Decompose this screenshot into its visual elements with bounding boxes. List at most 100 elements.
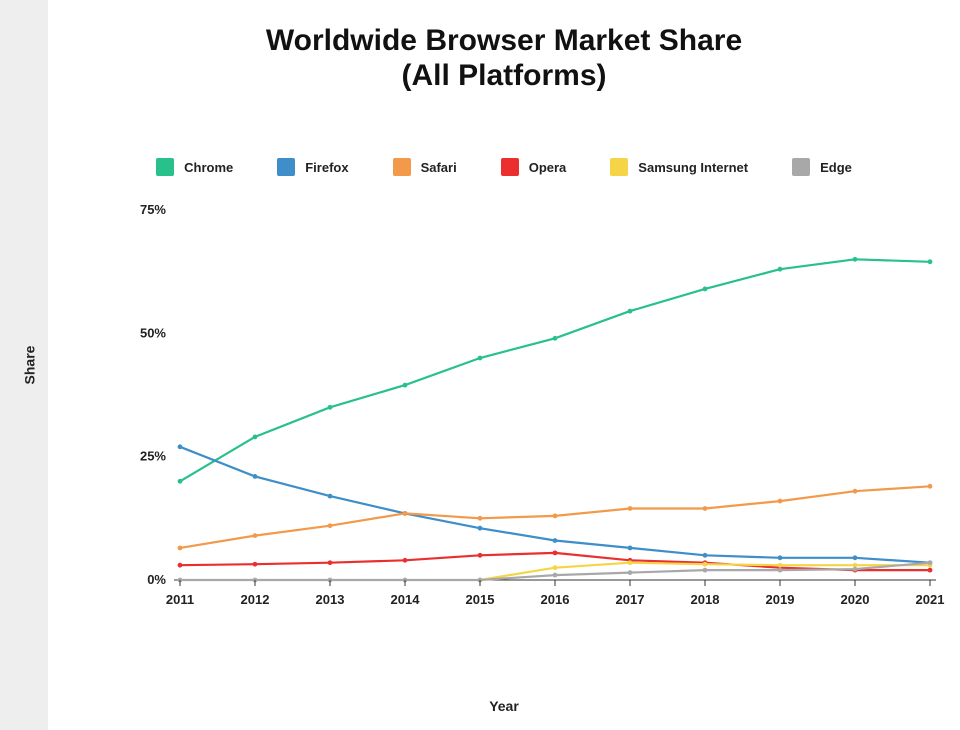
x-tick: 2012 [241, 580, 270, 607]
data-point [553, 565, 558, 570]
legend-swatch [501, 158, 519, 176]
data-point [403, 383, 408, 388]
legend-item: Opera [501, 158, 567, 176]
legend-label: Samsung Internet [638, 160, 748, 175]
chart-title-line1: Worldwide Browser Market Share [48, 24, 960, 59]
x-tick: 2014 [391, 580, 421, 607]
svg-text:2016: 2016 [541, 592, 570, 607]
legend-swatch [277, 158, 295, 176]
svg-text:2019: 2019 [766, 592, 795, 607]
y-tick: 25% [140, 449, 166, 464]
x-tick: 2017 [616, 580, 645, 607]
data-point [478, 356, 483, 361]
x-axis-label: Year [48, 698, 960, 714]
x-tick: 2020 [841, 580, 870, 607]
data-point [853, 555, 858, 560]
data-point [628, 546, 633, 551]
data-point [553, 513, 558, 518]
y-tick: 50% [140, 325, 166, 340]
data-point [478, 516, 483, 521]
chart-title: Worldwide Browser Market Share (All Plat… [48, 24, 960, 93]
y-tick: 75% [140, 202, 166, 217]
data-point [853, 257, 858, 262]
y-axis-label: Share [21, 346, 37, 385]
data-point [553, 573, 558, 578]
legend-item: Firefox [277, 158, 348, 176]
data-point [928, 484, 933, 489]
data-point [328, 560, 333, 565]
data-point [553, 538, 558, 543]
data-point [628, 570, 633, 575]
data-point [703, 553, 708, 558]
svg-text:75%: 75% [140, 202, 166, 217]
legend-label: Safari [421, 160, 457, 175]
data-point [853, 489, 858, 494]
data-point [778, 568, 783, 573]
data-point [403, 511, 408, 516]
data-point [328, 494, 333, 499]
chart-panel: Worldwide Browser Market Share (All Plat… [48, 0, 960, 730]
legend: Chrome Firefox Safari Opera Samsung Internet… [48, 158, 960, 176]
data-point [778, 563, 783, 568]
data-point [628, 560, 633, 565]
data-point [703, 562, 708, 567]
data-point [328, 405, 333, 410]
data-point [703, 506, 708, 511]
legend-item: Edge [792, 158, 852, 176]
legend-label: Firefox [305, 160, 348, 175]
data-point [928, 568, 933, 573]
x-tick: 2015 [466, 580, 495, 607]
data-point [403, 558, 408, 563]
x-tick: 2013 [316, 580, 345, 607]
legend-swatch [393, 158, 411, 176]
svg-text:2021: 2021 [916, 592, 945, 607]
line-chart-svg: 0% 25% 50% 75% 2011 2012 2013 2014 2015 2016 2017 2… [120, 200, 940, 640]
data-point [628, 309, 633, 314]
x-tick: 2021 [916, 580, 945, 607]
data-point [178, 479, 183, 484]
data-point [928, 560, 933, 565]
data-point [178, 563, 183, 568]
data-point [253, 562, 258, 567]
svg-text:2012: 2012 [241, 592, 270, 607]
data-point [928, 259, 933, 264]
data-point [778, 555, 783, 560]
svg-text:2014: 2014 [391, 592, 421, 607]
data-point [178, 444, 183, 449]
legend-item: Samsung Internet [610, 158, 748, 176]
data-point [478, 526, 483, 531]
data-point [178, 546, 183, 551]
legend-item: Safari [393, 158, 457, 176]
svg-text:2020: 2020 [841, 592, 870, 607]
plot-area: 0% 25% 50% 75% 2011 2012 2013 2014 2015 2016 2017 2… [120, 200, 940, 640]
chart-title-line2: (All Platforms) [48, 59, 960, 94]
data-point [778, 267, 783, 272]
svg-text:2017: 2017 [616, 592, 645, 607]
svg-text:2018: 2018 [691, 592, 720, 607]
svg-text:0%: 0% [147, 572, 166, 587]
x-tick: 2016 [541, 580, 570, 607]
data-point [328, 523, 333, 528]
data-point [553, 336, 558, 341]
y-tick: 0% [147, 572, 166, 587]
data-point [553, 550, 558, 555]
data-point [778, 499, 783, 504]
data-point [253, 474, 258, 479]
svg-text:2013: 2013 [316, 592, 345, 607]
data-point [253, 435, 258, 440]
data-point [853, 567, 858, 572]
data-point [703, 568, 708, 573]
legend-label: Edge [820, 160, 852, 175]
legend-label: Chrome [184, 160, 233, 175]
x-tick: 2011 [166, 580, 194, 607]
data-point [478, 553, 483, 558]
legend-swatch [156, 158, 174, 176]
svg-text:25%: 25% [140, 449, 166, 464]
series-firefox [178, 444, 933, 565]
legend-swatch [610, 158, 628, 176]
series-chrome [178, 257, 933, 484]
data-point [253, 533, 258, 538]
svg-text:50%: 50% [140, 325, 166, 340]
x-tick: 2018 [691, 580, 720, 607]
svg-text:2011: 2011 [166, 592, 194, 607]
